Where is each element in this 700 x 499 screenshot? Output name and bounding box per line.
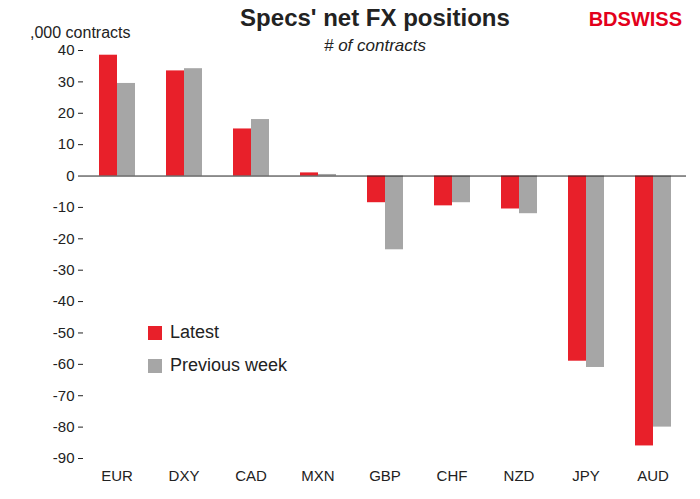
svg-text:-40: -40: [53, 292, 75, 309]
svg-text:-60: -60: [53, 355, 75, 372]
svg-text:GBP: GBP: [369, 467, 401, 484]
svg-text:NZD: NZD: [504, 467, 535, 484]
svg-text:DXY: DXY: [169, 467, 200, 484]
html-text:Specs' net FX positions: Specs' net FX positions: [240, 4, 510, 31]
svg-text:CHF: CHF: [437, 467, 468, 484]
html-text:BDSWISS: BDSWISS: [588, 8, 682, 30]
svg-text:20: 20: [58, 104, 75, 121]
svg-text:-30: -30: [53, 261, 75, 278]
svg-text:10: 10: [58, 135, 75, 152]
svg-text:40: 40: [58, 41, 75, 58]
html-text:,000 contracts: ,000 contracts: [30, 24, 131, 41]
svg-text:-50: -50: [53, 324, 75, 341]
svg-text:0: 0: [66, 167, 74, 184]
html-text:Latest: Latest: [170, 322, 219, 342]
svg-text:CAD: CAD: [235, 467, 267, 484]
svg-text:30: 30: [58, 73, 75, 90]
svg-text:MXN: MXN: [301, 467, 334, 484]
svg-text:JPY: JPY: [572, 467, 600, 484]
svg-text:-80: -80: [53, 418, 75, 435]
html-text:Previous week: Previous week: [170, 355, 288, 375]
svg-text:-10: -10: [53, 198, 75, 215]
svg-text:-20: -20: [53, 230, 75, 247]
svg-text:AUD: AUD: [637, 467, 669, 484]
svg-text:-90: -90: [53, 449, 75, 466]
html-text:# of contracts: # of contracts: [324, 36, 426, 55]
svg-text:-70: -70: [53, 387, 75, 404]
svg-text:EUR: EUR: [101, 467, 133, 484]
